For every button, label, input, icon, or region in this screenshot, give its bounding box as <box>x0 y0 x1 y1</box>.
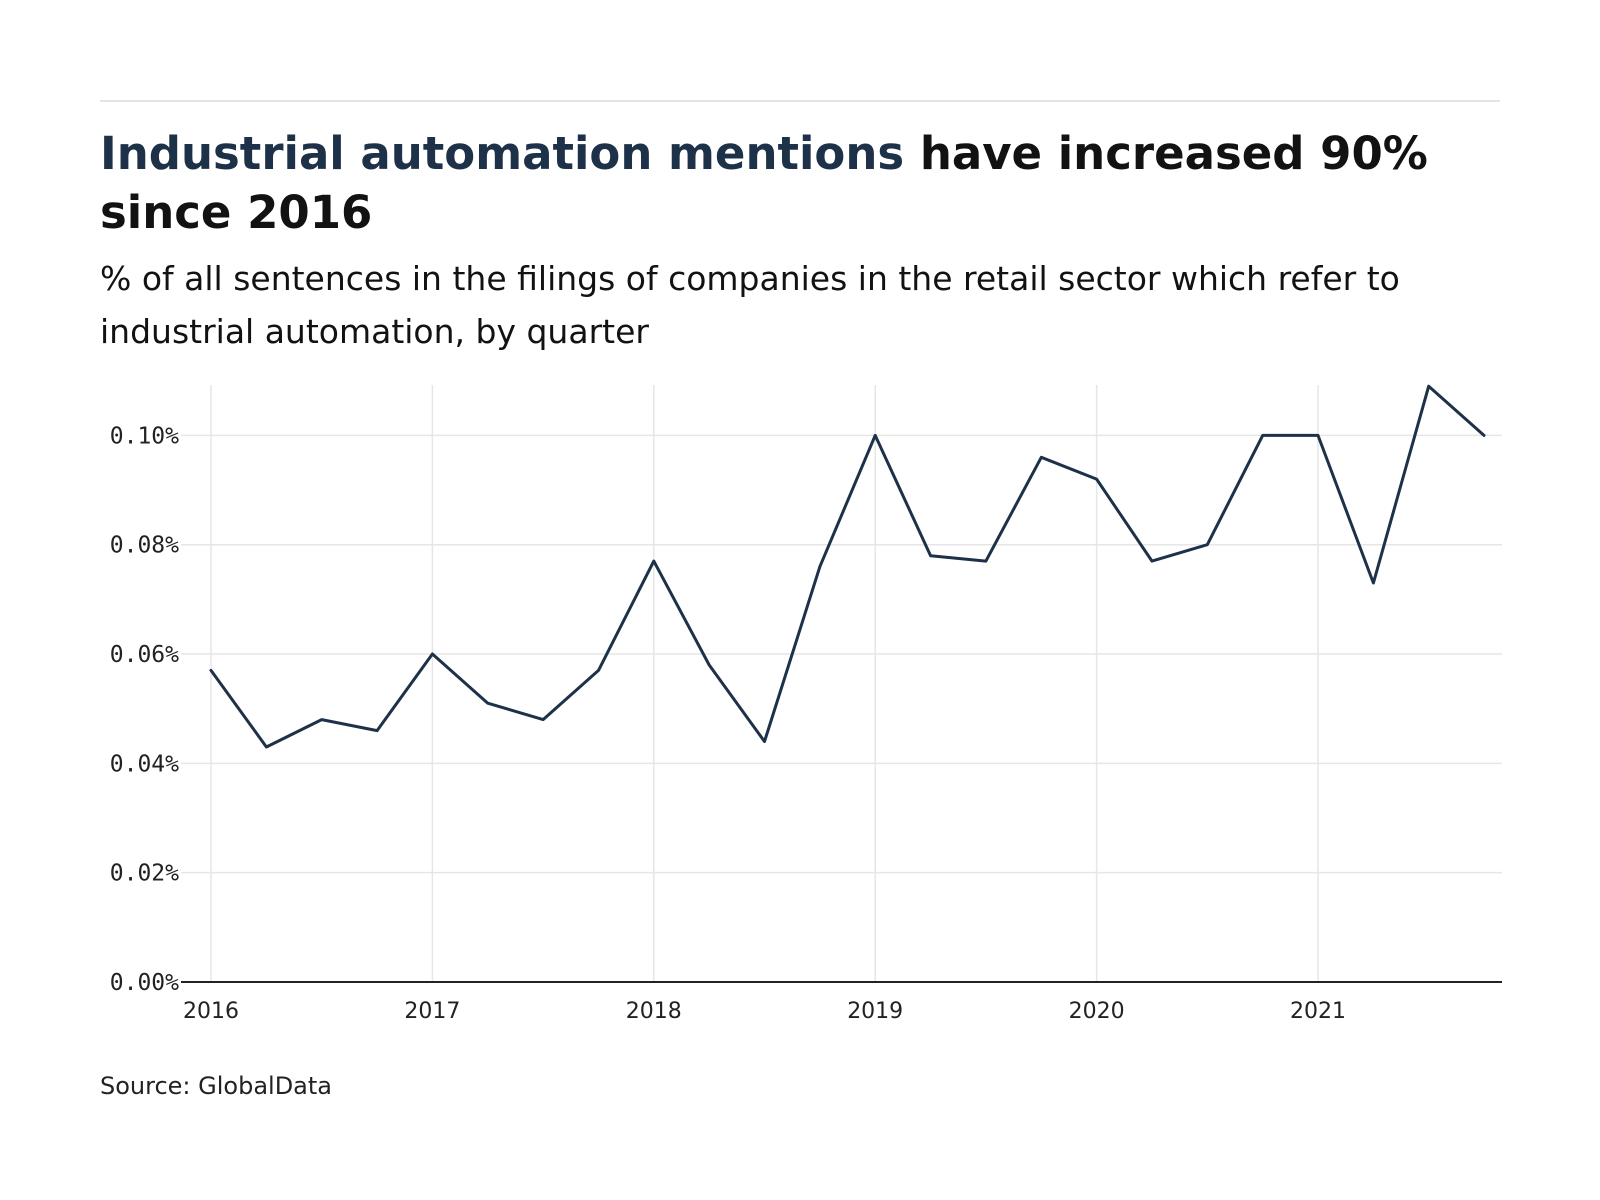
data-point-2019-Q2 <box>929 554 933 558</box>
data-point-2019-Q1 <box>873 433 877 437</box>
data-point-2020-Q4 <box>1261 433 1265 437</box>
data-point-2019-Q4 <box>1039 455 1043 459</box>
y-tick-label: 0.08% <box>110 533 179 559</box>
x-tick-label: 2020 <box>1069 999 1125 1024</box>
x-axis-tick-labels: 2016 2017 2018 2019 2020 2021 <box>183 999 1346 1024</box>
series-line <box>209 384 1486 749</box>
data-points <box>209 384 1486 749</box>
line-chart: 0.00%0.02%0.04%0.06%0.08%0.10% 2016 2017 2… <box>110 384 1502 1024</box>
x-tick-label: 2017 <box>404 999 460 1024</box>
data-point-2020-Q3 <box>1205 543 1209 547</box>
source-note: Source: GlobalData <box>100 1072 333 1100</box>
data-point-2016-Q4 <box>375 729 379 733</box>
x-tick-label: 2019 <box>847 999 903 1024</box>
x-tick-label: 2021 <box>1290 999 1346 1024</box>
data-point-2016-Q1 <box>209 668 213 672</box>
data-point-2020-Q1 <box>1095 477 1099 481</box>
x-tick-label: 2016 <box>183 999 239 1024</box>
data-point-2018-Q2 <box>707 663 711 667</box>
data-point-2016-Q2 <box>264 745 268 749</box>
data-point-2017-Q1 <box>430 652 434 656</box>
title-rest: have increased 90% since 2016 <box>100 127 1428 239</box>
data-point-2017-Q2 <box>486 701 490 705</box>
data-point-2018-Q4 <box>818 565 822 569</box>
y-tick-label: 0.10% <box>110 423 179 449</box>
x-tick-label: 2018 <box>626 999 682 1024</box>
data-point-2016-Q3 <box>320 718 324 722</box>
y-tick-label: 0.02% <box>110 861 179 887</box>
horizontal-gridlines <box>181 434 1502 874</box>
y-tick-label: 0.06% <box>110 642 179 668</box>
chart-subtitle: % of all sentences in the filings of com… <box>100 259 1400 351</box>
data-point-2021-Q3 <box>1427 384 1431 388</box>
y-tick-label: 0.04% <box>110 751 179 777</box>
top-divider <box>100 100 1500 102</box>
title-highlight: Industrial automation mentions <box>100 127 905 180</box>
data-point-2020-Q2 <box>1150 559 1154 563</box>
data-point-2018-Q1 <box>652 559 656 563</box>
y-axis-tick-labels: 0.00% 0.02% 0.04% 0.06% 0.08% 0.10% <box>110 423 179 996</box>
data-point-2021-Q4 <box>1482 433 1486 437</box>
chart-title: Industrial automation mentions have incr… <box>100 124 1500 242</box>
data-point-2021-Q2 <box>1371 581 1375 585</box>
vertical-gridlines <box>210 385 1319 982</box>
data-point-2017-Q3 <box>541 718 545 722</box>
data-point-2017-Q4 <box>596 668 600 672</box>
data-point-2018-Q3 <box>763 739 767 743</box>
data-point-2021-Q1 <box>1316 433 1320 437</box>
y-tick-label: 0.00% <box>110 970 179 996</box>
data-point-2019-Q3 <box>984 559 988 563</box>
